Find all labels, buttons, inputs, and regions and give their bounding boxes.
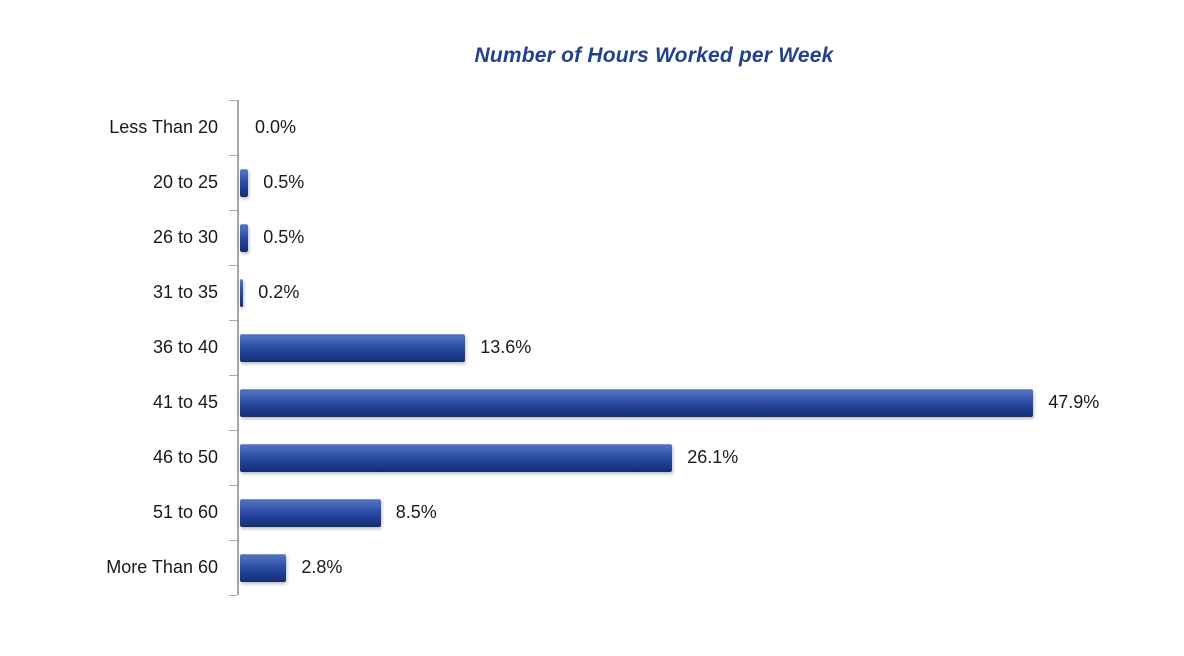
plot-area: Less Than 20 0.0% 20 to 25 0.5% 26 to 30 0.5%…: [0, 100, 1184, 596]
tick-mark: [229, 485, 237, 486]
value-label: 8.5%: [395, 502, 437, 522]
chart-row: Less Than 20 0.0%: [0, 100, 1184, 155]
value-label: 13.6%: [480, 337, 532, 357]
bar: [240, 498, 381, 527]
tick-mark: [229, 320, 237, 321]
category-label: 20 to 25: [152, 172, 218, 192]
tick-mark: [229, 540, 237, 541]
bar-area: 0.5%: [240, 210, 304, 265]
value-label: 2.8%: [301, 557, 343, 577]
value-label: 47.9%: [1048, 392, 1100, 412]
category-label: 31 to 35: [152, 282, 218, 302]
chart-title: Number of Hours Worked per Week: [474, 44, 834, 67]
chart-row: 26 to 30 0.5%: [0, 210, 1184, 265]
tick-mark: [229, 375, 237, 376]
bar-area: 26.1%: [240, 430, 738, 485]
bar-area: 0.2%: [240, 265, 299, 320]
bar-area: 8.5%: [240, 485, 437, 540]
value-label: 0.5%: [263, 172, 305, 192]
bar-area: 2.8%: [240, 540, 342, 595]
tick-mark: [229, 430, 237, 431]
category-label: 46 to 50: [152, 447, 218, 467]
chart-row: 51 to 60 8.5%: [0, 485, 1184, 540]
bar-area: 47.9%: [240, 375, 1099, 430]
category-label: More Than 60: [106, 557, 218, 577]
tick-mark: [229, 100, 237, 101]
category-label: 26 to 30: [152, 227, 218, 247]
bar-area: 0.0%: [240, 100, 296, 155]
bar: [240, 278, 244, 307]
category-label: Less Than 20: [109, 117, 218, 137]
tick-mark: [229, 265, 237, 266]
tick-mark: [229, 595, 237, 596]
chart-row: More Than 60 2.8%: [0, 540, 1184, 595]
bar-area: 13.6%: [240, 320, 531, 375]
value-label: 0.5%: [263, 227, 305, 247]
bar: [240, 443, 673, 472]
bar: [240, 553, 287, 582]
chart-row: 41 to 45 47.9%: [0, 375, 1184, 430]
category-label: 51 to 60: [152, 502, 218, 522]
tick-mark: [229, 210, 237, 211]
chart-row: 20 to 25 0.5%: [0, 155, 1184, 210]
chart-row: 36 to 40 13.6%: [0, 320, 1184, 375]
bar: [240, 223, 249, 252]
chart-row: 46 to 50 26.1%: [0, 430, 1184, 485]
value-label: 0.0%: [255, 117, 297, 137]
tick-mark: [229, 155, 237, 156]
y-axis: [237, 100, 239, 595]
bar: [240, 168, 249, 197]
value-label: 26.1%: [687, 447, 739, 467]
bar: [240, 333, 466, 362]
bar-area: 0.5%: [240, 155, 304, 210]
value-label: 0.2%: [258, 282, 300, 302]
chart-row: 31 to 35 0.2%: [0, 265, 1184, 320]
category-label: 41 to 45: [152, 392, 218, 412]
bar: [240, 388, 1034, 417]
category-label: 36 to 40: [152, 337, 218, 357]
